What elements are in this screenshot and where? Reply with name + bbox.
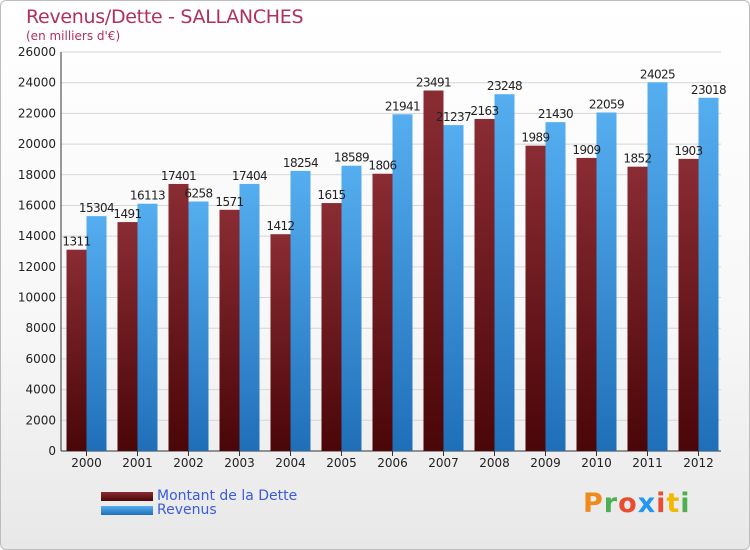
data-label-revenue: 24025 xyxy=(640,67,675,81)
y-tick-label: 2000 xyxy=(25,413,56,427)
data-label-debt: 1412 xyxy=(266,219,294,233)
bar-revenue xyxy=(545,122,566,451)
proxiti-logo: Proxiti xyxy=(583,488,691,519)
bar-debt xyxy=(474,118,495,452)
data-label-revenue: 21941 xyxy=(385,99,420,113)
x-tick-label: 2012 xyxy=(683,456,714,470)
legend-swatch-debt xyxy=(101,491,153,501)
chart-title: Revenus/Dette - SALLANCHES xyxy=(26,6,304,28)
bar-revenue xyxy=(698,97,719,451)
bar-debt xyxy=(321,203,342,451)
y-tick-label: 4000 xyxy=(25,383,56,397)
bar-debt xyxy=(168,183,189,451)
bar-debt xyxy=(678,158,699,451)
data-label-revenue: 23248 xyxy=(487,79,522,93)
y-tick-label: 26000 xyxy=(18,45,56,59)
data-label-revenue: 6258 xyxy=(184,187,212,201)
legend-swatch-revenue xyxy=(101,505,153,515)
bar-revenue xyxy=(494,94,515,452)
x-tick-label: 2004 xyxy=(275,456,306,470)
data-label-debt: 1491 xyxy=(113,207,141,221)
x-tick-label: 2008 xyxy=(479,456,510,470)
y-tick-label: 0 xyxy=(48,444,56,458)
data-label-revenue: 16113 xyxy=(130,189,165,203)
bar-revenue xyxy=(86,216,107,451)
data-label-debt: 1909 xyxy=(572,143,600,157)
data-label-revenue: 23018 xyxy=(691,83,726,97)
bar-debt xyxy=(270,234,291,451)
data-label-revenue: 21237 xyxy=(436,110,471,124)
data-label-revenue: 15304 xyxy=(79,201,114,215)
data-label-revenue: 22059 xyxy=(589,97,624,111)
legend-label-debt: Montant de la Dette xyxy=(157,488,298,504)
data-label-revenue: 18589 xyxy=(334,151,369,165)
y-tick-label: 12000 xyxy=(18,260,56,274)
data-label-revenue: 17404 xyxy=(232,169,267,183)
bar-debt xyxy=(117,222,138,451)
logo-letter: t xyxy=(666,488,681,519)
legend-item-revenue: Revenus xyxy=(101,502,217,518)
bar-debt xyxy=(219,209,240,451)
x-tick-label: 2002 xyxy=(173,456,204,470)
y-tick-label: 20000 xyxy=(18,137,56,151)
bar-debt xyxy=(627,166,648,451)
data-label-debt: 17401 xyxy=(161,169,196,183)
data-label-debt: 1989 xyxy=(521,131,549,145)
x-tick-label: 2003 xyxy=(224,456,255,470)
data-label-debt: 1806 xyxy=(368,159,396,173)
x-tick-label: 2001 xyxy=(122,456,153,470)
y-tick-label: 14000 xyxy=(18,229,56,243)
x-tick-label: 2005 xyxy=(326,456,357,470)
logo-letter: i xyxy=(656,488,667,519)
bar-debt xyxy=(525,145,546,451)
y-tick-label: 16000 xyxy=(18,198,56,212)
y-tick-label: 10000 xyxy=(18,291,56,305)
x-tick-label: 2010 xyxy=(581,456,612,470)
data-label-debt: 1311 xyxy=(62,235,90,249)
bar-revenue xyxy=(443,125,464,452)
bar-revenue xyxy=(392,114,413,451)
bar-revenue xyxy=(596,112,617,452)
bar-debt xyxy=(372,173,393,452)
logo-letter: o xyxy=(618,488,638,519)
data-label-revenue: 21430 xyxy=(538,107,573,121)
x-tick-label: 2006 xyxy=(377,456,408,470)
legend-label-revenue: Revenus xyxy=(157,502,217,518)
y-tick-label: 24000 xyxy=(18,76,56,90)
data-label-debt: 1615 xyxy=(317,188,345,202)
chart-subtitle: (en milliers d'€) xyxy=(26,29,121,43)
bar-debt xyxy=(423,90,444,451)
bar-debt xyxy=(576,157,597,451)
y-tick-label: 18000 xyxy=(18,168,56,182)
logo-letter: i xyxy=(680,488,691,519)
legend-item-debt: Montant de la Dette xyxy=(101,488,297,504)
y-tick-label: 22000 xyxy=(18,106,56,120)
logo-letter: P xyxy=(583,488,604,519)
bar-revenue xyxy=(137,203,158,451)
y-tick-label: 6000 xyxy=(25,352,56,366)
logo-letter: r xyxy=(603,488,619,519)
data-label-debt: 1903 xyxy=(674,144,702,158)
bar-revenue xyxy=(239,183,260,452)
data-label-debt: 2163 xyxy=(470,104,498,118)
y-tick-label: 8000 xyxy=(25,321,56,335)
x-tick-label: 2009 xyxy=(530,456,561,470)
bar-revenue xyxy=(341,165,362,451)
logo-letter: x xyxy=(637,488,657,519)
x-tick-label: 2007 xyxy=(428,456,459,470)
data-label-debt: 23491 xyxy=(416,76,451,90)
x-tick-label: 2011 xyxy=(632,456,663,470)
bar-revenue xyxy=(290,170,311,451)
data-label-revenue: 18254 xyxy=(283,156,318,170)
bar-debt xyxy=(66,249,87,451)
data-label-debt: 1571 xyxy=(215,195,243,209)
x-tick-label: 2000 xyxy=(71,456,102,470)
data-label-debt: 1852 xyxy=(623,152,651,166)
bar-revenue xyxy=(188,201,209,451)
bar-revenue xyxy=(647,82,668,451)
